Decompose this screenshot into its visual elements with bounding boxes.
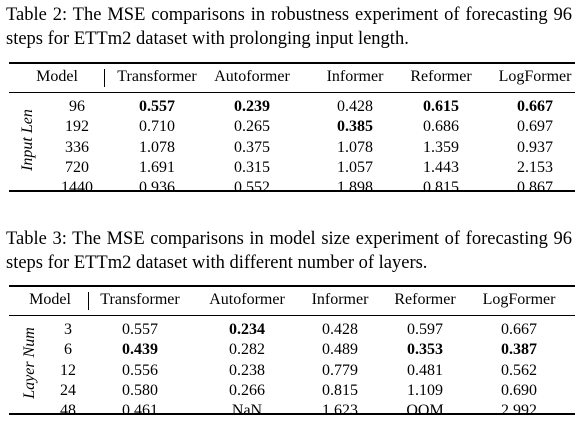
row-key: 6 — [64, 341, 72, 359]
row-key: 720 — [65, 158, 89, 176]
table-cell: 1.623 — [322, 402, 358, 420]
table-cell: 1.078 — [337, 138, 373, 156]
table-cell: 0.439 — [122, 341, 158, 359]
table-cell: 1.443 — [423, 158, 459, 176]
column-header: Reformer — [410, 68, 472, 85]
table-cell: 0.265 — [234, 118, 270, 136]
top-rule — [9, 285, 575, 287]
table-cell: 2.153 — [517, 158, 553, 176]
column-header: Reformer — [394, 291, 456, 308]
column-header: Autoformer — [214, 68, 290, 85]
table-cell: 0.385 — [337, 118, 373, 136]
top-rule — [9, 62, 575, 64]
table-cell: 0.556 — [122, 361, 158, 379]
table-cell: 2.992 — [501, 402, 537, 420]
model-header: Model — [36, 68, 78, 85]
table-cell: 0.282 — [229, 341, 265, 359]
table-cell: 0.234 — [229, 321, 265, 338]
row-key: 48 — [60, 402, 76, 420]
column-header: LogFormer — [482, 291, 556, 308]
table-cell: 0.489 — [322, 341, 358, 359]
table2: Model Transformer Autoformer Informer Reform… — [0, 0, 577, 200]
table-cell: 0.387 — [501, 341, 537, 359]
column-header: Informer — [326, 68, 384, 85]
table-cell: OOM — [406, 402, 444, 420]
table-cell: 0.557 — [139, 98, 175, 115]
table-cell: 1.109 — [407, 381, 443, 399]
row-key: 12 — [60, 361, 76, 379]
table-cell: 1.898 — [337, 179, 373, 197]
table-cell: 0.557 — [122, 321, 158, 338]
column-header: Informer — [311, 291, 369, 308]
table-cell: 0.867 — [517, 179, 553, 197]
row-key: 336 — [65, 138, 89, 156]
table-cell: 0.461 — [122, 402, 158, 420]
column-header: LogFormer — [498, 68, 572, 85]
table-cell: 0.315 — [234, 158, 270, 176]
table-cell: 1.691 — [139, 158, 175, 176]
row-key: 192 — [65, 118, 89, 136]
bottom-rule — [9, 190, 575, 192]
table-cell: 0.580 — [122, 381, 158, 399]
table-cell: 0.481 — [407, 361, 443, 379]
row-group-label: Layer Num — [21, 327, 38, 399]
table-cell: 0.428 — [337, 98, 373, 115]
table-cell: 0.936 — [139, 179, 175, 197]
table-cell: 0.815 — [322, 381, 358, 399]
table-cell: 0.552 — [234, 179, 270, 197]
table-cell: NaN — [231, 402, 263, 420]
table-cell: 0.266 — [229, 381, 265, 399]
bottom-rule — [9, 413, 575, 415]
table-cell: 0.686 — [423, 118, 459, 136]
table-cell: 0.710 — [139, 118, 175, 136]
table-cell: 0.353 — [407, 341, 443, 359]
table-cell: 0.779 — [322, 361, 358, 379]
table-cell: 0.238 — [229, 361, 265, 379]
row-key: 24 — [60, 381, 76, 399]
table2-caption: Table 2: The MSE comparisons in robustne… — [6, 5, 572, 49]
header-separator — [104, 69, 105, 87]
table-cell: 0.597 — [407, 321, 443, 338]
model-header: Model — [29, 291, 71, 308]
row-key: 3 — [64, 321, 72, 338]
header-rule — [9, 92, 575, 93]
table-cell: 0.690 — [501, 381, 537, 399]
table-cell: 1.057 — [337, 158, 373, 176]
table-cell: 0.375 — [234, 138, 270, 156]
table-cell: 0.428 — [322, 321, 358, 338]
table-cell: 0.562 — [501, 361, 537, 379]
table-cell: 0.815 — [423, 179, 459, 197]
table-cell: 1.359 — [423, 138, 459, 156]
column-header: Transformer — [117, 68, 197, 85]
table-cell: 0.667 — [501, 321, 537, 338]
table-cell: 0.667 — [517, 98, 553, 115]
row-key: 96 — [69, 98, 85, 115]
table-cell: 0.615 — [423, 98, 459, 115]
header-rule — [9, 315, 575, 316]
table-cell: 0.937 — [517, 138, 553, 156]
table-cell: 0.697 — [517, 118, 553, 136]
table3-caption: Table 3: The MSE comparisons in model si… — [6, 229, 572, 273]
column-header: Transformer — [100, 291, 180, 308]
table-cell: 0.239 — [234, 98, 270, 115]
row-key: 1440 — [61, 179, 93, 197]
table-cell: 1.078 — [139, 138, 175, 156]
column-header: Autoformer — [209, 291, 285, 308]
header-separator — [88, 292, 89, 310]
